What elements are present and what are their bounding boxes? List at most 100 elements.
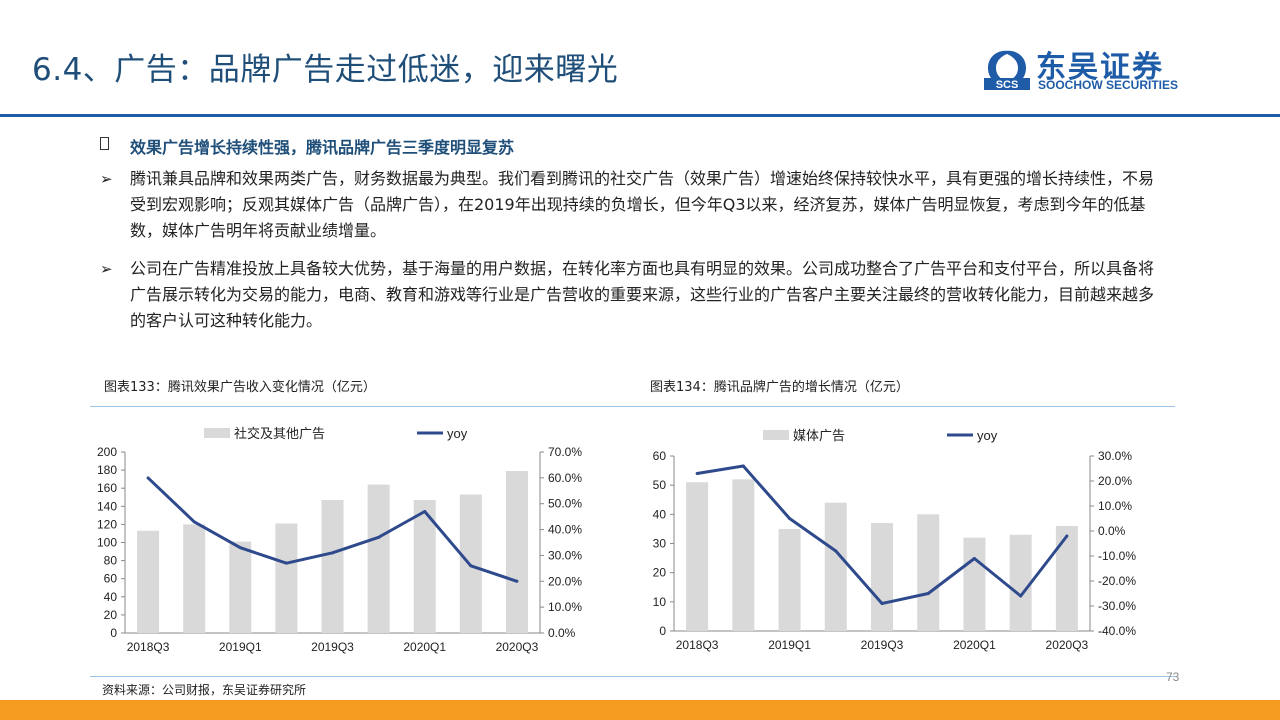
- header-divider: [0, 114, 1280, 117]
- yoy-point: [238, 546, 242, 550]
- chart-bar: [413, 499, 436, 633]
- yoy-point: [515, 579, 519, 583]
- yoy-point: [741, 464, 745, 468]
- left-tick-label: 0: [110, 626, 117, 640]
- left-tick-label: 160: [97, 481, 117, 495]
- chart-bar: [275, 523, 298, 633]
- chart-bar: [686, 482, 709, 631]
- yoy-point: [331, 551, 334, 555]
- legend-line-label: yoy: [447, 426, 468, 441]
- right-tick-label: 60.0%: [548, 471, 582, 485]
- yoy-point: [423, 509, 427, 513]
- left-tick-label: 20: [104, 608, 118, 622]
- x-tick-label: 2019Q3: [311, 640, 354, 654]
- chart-bar: [367, 484, 390, 633]
- left-tick-label: 140: [97, 499, 117, 513]
- right-tick-label: 30.0%: [548, 548, 582, 562]
- right-tick-label: 70.0%: [548, 445, 582, 459]
- yoy-point: [788, 517, 792, 520]
- chart-bar: [1009, 534, 1032, 631]
- x-tick-label: 2019Q1: [768, 638, 811, 652]
- yoy-point: [972, 557, 976, 560]
- x-tick-label: 2020Q3: [1046, 638, 1089, 652]
- chart-bar: [505, 471, 528, 633]
- footer-divider: [90, 676, 1175, 677]
- company-logo: SCS 东吴证券 SOOCHOW SECURITIES: [982, 44, 1207, 94]
- soochow-logo-icon: SCS: [984, 50, 1030, 91]
- right-tick-label: 30.0%: [1098, 449, 1132, 463]
- right-tick-label: -40.0%: [1098, 624, 1136, 638]
- left-tick-label: 40: [104, 590, 118, 604]
- x-tick-label: 2018Q3: [676, 638, 719, 652]
- yoy-point: [880, 602, 884, 605]
- chart-caption: 图表134：腾讯品牌广告的增长情况（亿元）: [650, 380, 909, 395]
- left-tick-label: 100: [97, 536, 117, 550]
- x-tick-label: 2019Q3: [861, 638, 904, 652]
- right-tick-label: 10.0%: [548, 600, 582, 614]
- source-note: 资料来源：公司财报，东吴证券研究所: [102, 683, 307, 697]
- right-tick-label: 50.0%: [548, 497, 582, 511]
- left-tick-label: 180: [97, 463, 117, 477]
- arrow-bullet-icon: ➢: [100, 170, 113, 188]
- yoy-point: [146, 476, 150, 480]
- left-tick-label: 30: [653, 537, 667, 551]
- legend-bar-label: 社交及其他广告: [234, 426, 325, 441]
- chart-bar: [871, 523, 893, 631]
- yoy-point: [1065, 534, 1069, 538]
- yoy-point: [695, 472, 699, 475]
- yoy-point: [192, 520, 196, 524]
- left-tick-label: 60: [653, 449, 667, 463]
- left-tick-label: 60: [104, 572, 118, 586]
- yoy-point: [377, 535, 381, 539]
- legend-bar-swatch: [204, 428, 230, 438]
- bullet-text: 腾讯兼具品牌和效果两类广告，财务数据最为典型。我们看到腾讯的社交广告（效果广告）…: [130, 169, 1155, 240]
- legend-bar-swatch: [763, 430, 789, 440]
- yoy-point: [1019, 594, 1023, 598]
- right-tick-label: -20.0%: [1098, 574, 1136, 588]
- right-tick-label: 20.0%: [548, 574, 582, 588]
- chart-bar: [778, 528, 801, 631]
- left-tick-label: 0: [659, 624, 666, 638]
- media-ads-chart: 媒体广告 yoy 0 10 20 30 40 50 60 -40.0% -30.0% -20.0% -1…: [636, 414, 1137, 668]
- left-tick-label: 40: [653, 507, 667, 521]
- section-heading-text: 效果广告增长持续性强，腾讯品牌广告三季度明显复苏: [130, 138, 515, 157]
- right-tick-label: 10.0%: [1098, 499, 1132, 513]
- chart-bar: [1055, 526, 1078, 631]
- caption-divider: [90, 406, 1175, 407]
- left-tick-label: 200: [97, 445, 117, 459]
- chart-bar: [917, 514, 940, 631]
- x-tick-label: 2020Q1: [953, 638, 996, 652]
- bullet-paragraph: ➢ 腾讯兼具品牌和效果两类广告，财务数据最为典型。我们看到腾讯的社交广告（效果广…: [100, 166, 1160, 244]
- yoy-point: [284, 561, 288, 565]
- logo-mark-text: SCS: [996, 79, 1019, 91]
- right-tick-label: 0.0%: [548, 626, 576, 640]
- left-tick-label: 120: [97, 517, 117, 531]
- chart-bar: [229, 541, 252, 633]
- page-number: 73: [1166, 670, 1180, 684]
- chart-bar: [824, 502, 847, 631]
- right-tick-label: 40.0%: [548, 523, 582, 537]
- slide-title: 6.4、广告：品牌广告走过低迷，迎来曙光: [32, 52, 619, 88]
- right-tick-label: 0.0%: [1098, 524, 1126, 538]
- right-tick-label: -10.0%: [1098, 549, 1136, 563]
- yoy-point: [469, 564, 473, 568]
- legend-line-label: yoy: [977, 428, 998, 443]
- legend-bar-label: 媒体广告: [793, 428, 845, 443]
- arrow-bullet-icon: ➢: [100, 260, 113, 278]
- left-tick-label: 80: [104, 554, 118, 568]
- x-tick-label: 2019Q1: [219, 640, 262, 654]
- chart-caption: 图表133：腾讯效果广告收入变化情况（亿元）: [104, 380, 376, 395]
- left-tick-label: 50: [653, 478, 667, 492]
- chart-bar: [732, 479, 755, 631]
- social-ads-chart: 社交及其他广告 yoy 0 20 40 60 80 100 120 140 160 180 200 0.0…: [90, 414, 590, 668]
- yoy-point: [834, 549, 838, 553]
- left-tick-label: 10: [653, 595, 667, 609]
- chart-bar: [137, 530, 160, 633]
- yoy-point: [926, 592, 930, 595]
- bullet-text: 公司在广告精准投放上具备较大优势，基于海量的用户数据，在转化率方面也具有明显的效…: [130, 259, 1155, 330]
- chart-bar: [321, 499, 344, 633]
- x-tick-label: 2018Q3: [127, 640, 170, 654]
- x-tick-label: 2020Q1: [403, 640, 446, 654]
- bullet-paragraph: ➢ 公司在广告精准投放上具备较大优势，基于海量的用户数据，在转化率方面也具有明显…: [100, 256, 1160, 334]
- media-ads-chart-svg: 媒体广告 yoy 0 10 20 30 40 50 60 -40.0% -30.0% -20.0% -1…: [653, 428, 1137, 652]
